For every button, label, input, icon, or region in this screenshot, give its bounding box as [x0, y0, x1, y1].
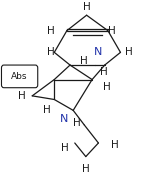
Text: H: H [47, 26, 54, 36]
Text: N: N [94, 47, 102, 57]
Text: H: H [108, 26, 116, 36]
Text: H: H [82, 164, 90, 174]
Text: Abs: Abs [11, 72, 28, 81]
Text: H: H [100, 67, 108, 77]
Text: H: H [73, 118, 81, 128]
Text: H: H [111, 140, 119, 150]
Text: H: H [83, 2, 90, 12]
Text: H: H [125, 47, 133, 57]
Text: H: H [18, 91, 26, 101]
Text: H: H [61, 143, 69, 153]
Text: H: H [43, 105, 51, 115]
Text: H: H [80, 56, 88, 66]
Text: N: N [60, 114, 69, 124]
Text: H: H [103, 82, 111, 92]
Text: H: H [47, 47, 54, 57]
